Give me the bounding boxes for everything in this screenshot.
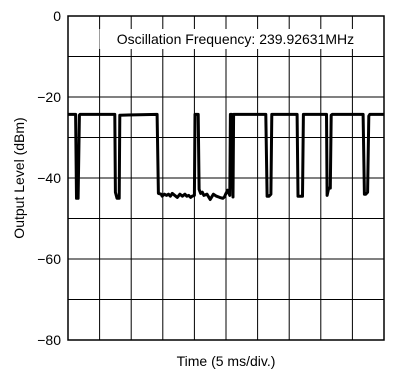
- series-line: [68, 112, 384, 201]
- x-axis-label: Time (5 ms/div.): [177, 353, 276, 369]
- y-tick-labels: 0 −20 −40 −60 −80: [37, 8, 61, 348]
- annotation-background: [99, 29, 372, 49]
- y-axis-label: Output Level (dBm): [11, 117, 27, 238]
- annotation: Oscillation Frequency: 239.92631MHz: [117, 31, 354, 47]
- y-tick-label: −60: [37, 251, 61, 267]
- y-tick-label: −20: [37, 89, 61, 105]
- plot-frame: [67, 15, 385, 341]
- y-tick-label: 0: [53, 8, 61, 24]
- y-tick-label: −40: [37, 170, 61, 186]
- y-tick-label: −80: [37, 332, 61, 348]
